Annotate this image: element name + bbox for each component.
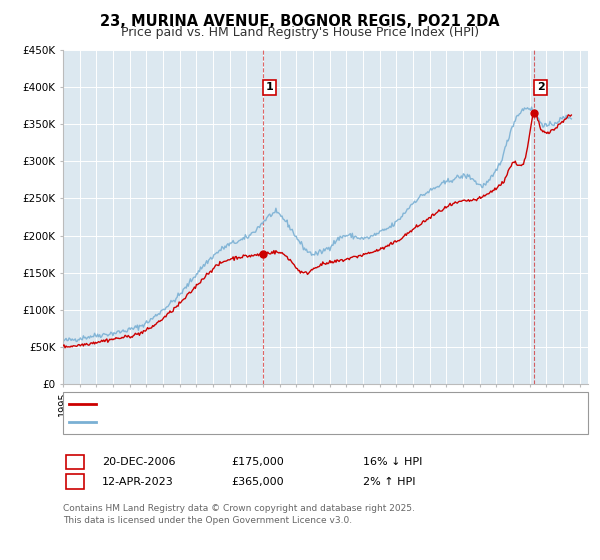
Text: 2: 2 xyxy=(71,477,79,487)
Text: 23, MURINA AVENUE, BOGNOR REGIS, PO21 2DA: 23, MURINA AVENUE, BOGNOR REGIS, PO21 2D… xyxy=(100,14,500,29)
Text: 2: 2 xyxy=(537,82,545,92)
Text: Contains HM Land Registry data © Crown copyright and database right 2025.
This d: Contains HM Land Registry data © Crown c… xyxy=(63,504,415,525)
Text: 12-APR-2023: 12-APR-2023 xyxy=(102,477,174,487)
Text: 2% ↑ HPI: 2% ↑ HPI xyxy=(363,477,415,487)
Text: 16% ↓ HPI: 16% ↓ HPI xyxy=(363,457,422,467)
Text: HPI: Average price, semi-detached house, Arun: HPI: Average price, semi-detached house,… xyxy=(102,417,349,427)
Text: £175,000: £175,000 xyxy=(231,457,284,467)
Text: £365,000: £365,000 xyxy=(231,477,284,487)
Text: 1: 1 xyxy=(265,82,273,92)
Text: 1: 1 xyxy=(71,457,79,467)
Text: 20-DEC-2006: 20-DEC-2006 xyxy=(102,457,176,467)
Text: 23, MURINA AVENUE, BOGNOR REGIS, PO21 2DA (semi-detached house): 23, MURINA AVENUE, BOGNOR REGIS, PO21 2D… xyxy=(102,399,479,409)
Text: Price paid vs. HM Land Registry's House Price Index (HPI): Price paid vs. HM Land Registry's House … xyxy=(121,26,479,39)
